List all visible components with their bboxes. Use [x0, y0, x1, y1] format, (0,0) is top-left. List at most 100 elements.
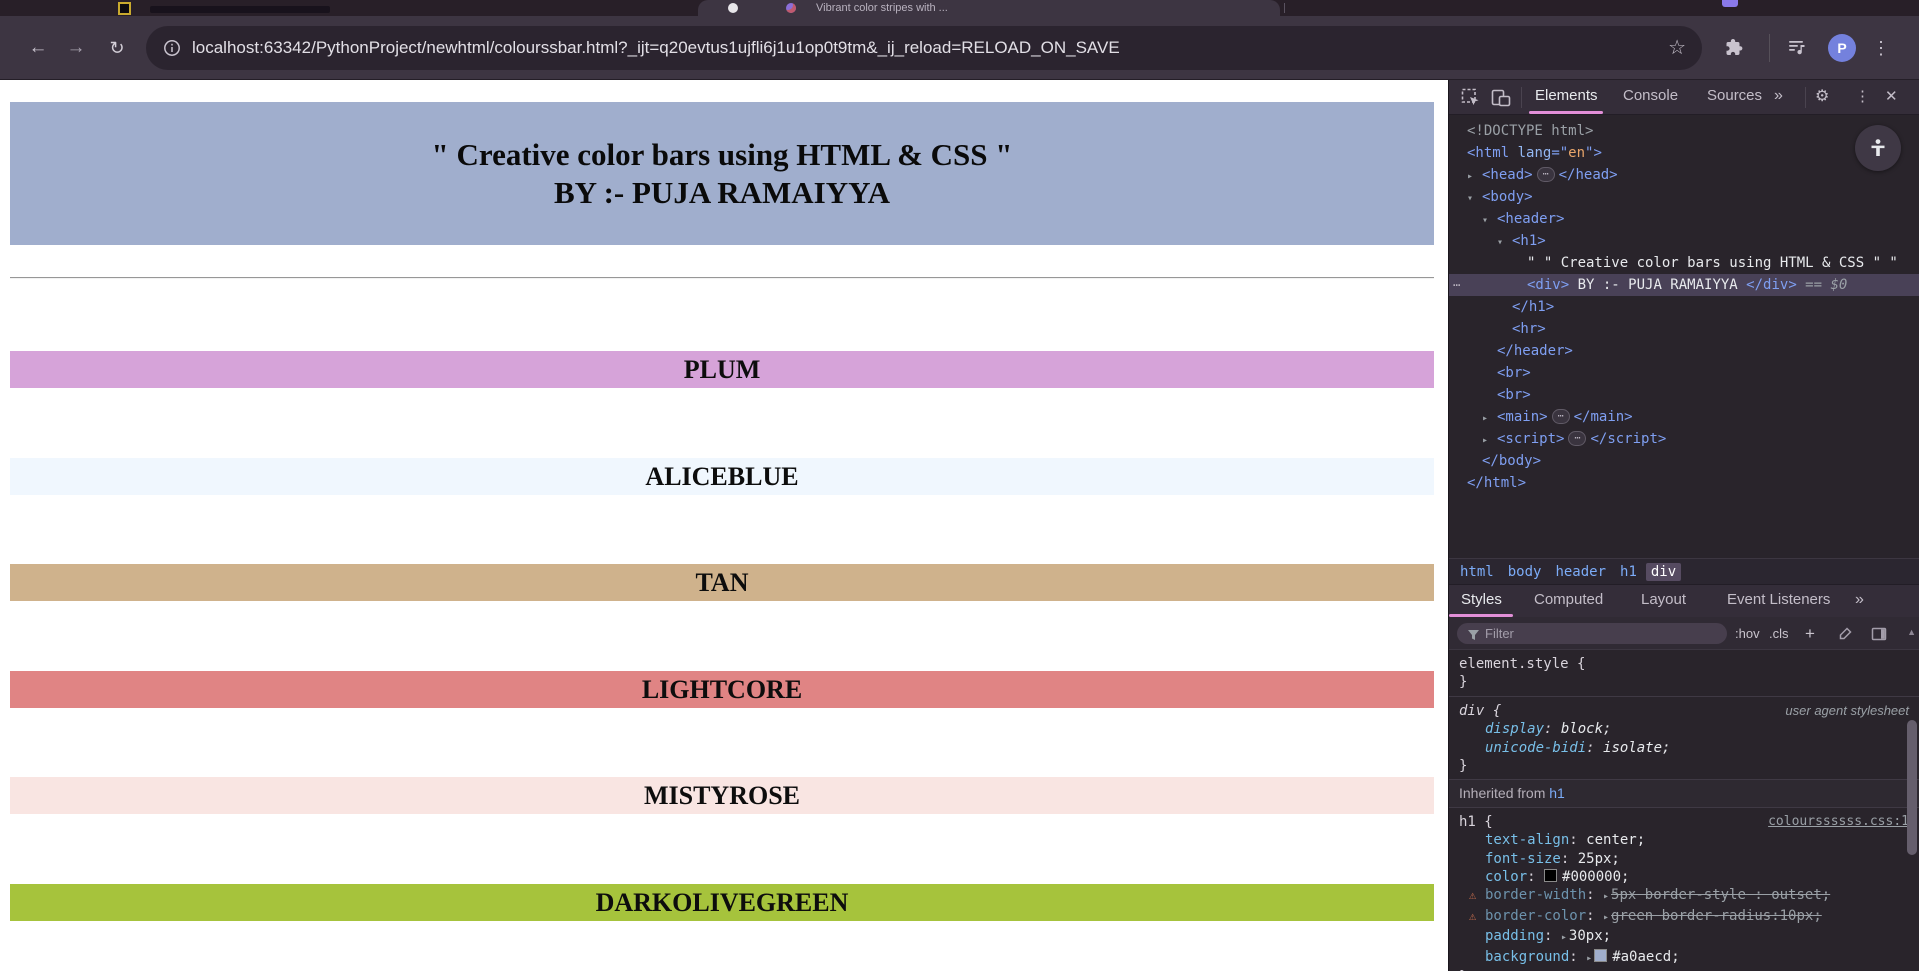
dom-tree-line[interactable]: </body> — [1449, 450, 1919, 472]
devtools-settings-icon[interactable]: ⚙ — [1815, 88, 1830, 105]
inspect-element-icon[interactable] — [1461, 88, 1481, 113]
dom-code-segment: == — [1796, 277, 1831, 293]
color-bar: LIGHTCORE — [10, 671, 1434, 708]
css-selector[interactable]: h1 { — [1459, 813, 1493, 830]
accessibility-overlay-button[interactable] — [1855, 125, 1901, 171]
expand-arrow-icon[interactable]: ▸ — [1603, 911, 1610, 923]
dom-tree-line[interactable]: ▾ <body> — [1449, 186, 1919, 208]
devtools-menu-icon[interactable]: ⋮ — [1855, 88, 1870, 105]
devtools-tab-sources[interactable]: Sources — [1707, 87, 1763, 104]
dom-tree-line[interactable]: ▸ <main> ⋯ </main> — [1449, 406, 1919, 428]
color-swatch[interactable] — [1594, 948, 1608, 962]
breadcrumb-item-html[interactable]: html — [1460, 563, 1494, 580]
dom-code-segment: ▸ — [1467, 171, 1474, 182]
scrollbar-thumb[interactable] — [1907, 720, 1917, 855]
dom-tree-line[interactable]: <!DOCTYPE html> — [1449, 120, 1919, 142]
toolbar-divider — [1769, 34, 1770, 62]
stylesheet-source-link[interactable]: colourssssss.css:1 — [1768, 813, 1909, 829]
styles-tab-layout[interactable]: Layout — [1641, 591, 1687, 608]
css-rule-header[interactable]: user agent stylesheet div { — [1459, 702, 1909, 720]
css-rule-header[interactable]: element.style { — [1459, 655, 1909, 673]
dom-tree-line[interactable]: <br> — [1449, 384, 1919, 406]
reload-button[interactable]: ↻ — [109, 38, 125, 58]
inherited-target-link[interactable]: h1 — [1549, 785, 1565, 802]
sidebar-toggle-icon[interactable] — [1871, 626, 1887, 647]
color-swatch[interactable] — [1544, 869, 1558, 883]
dom-tree-line[interactable]: </header> — [1449, 340, 1919, 362]
breadcrumb-item-h1[interactable]: h1 — [1620, 563, 1637, 580]
css-property-name: border-color — [1485, 907, 1587, 924]
extensions-icon[interactable] — [1722, 36, 1744, 63]
expand-inline-badge[interactable]: ⋯ — [1551, 409, 1570, 424]
breadcrumb-item-div[interactable]: div — [1645, 562, 1682, 581]
css-selector[interactable]: element.style { — [1459, 656, 1586, 672]
dom-tree-line[interactable]: <html lang="en"> — [1449, 142, 1919, 164]
styles-filter-input[interactable]: Filter — [1457, 623, 1727, 644]
browser-tab-active[interactable]: Vibrant color stripes with ... — [698, 0, 1280, 16]
dom-tree-line[interactable]: ▾ <header> — [1449, 208, 1919, 230]
expand-arrow-icon[interactable]: ▸ — [1603, 891, 1610, 903]
user-agent-label: user agent stylesheet — [1785, 702, 1909, 718]
dom-tree-line[interactable]: <hr> — [1449, 318, 1919, 340]
device-toolbar-icon[interactable] — [1491, 88, 1511, 113]
dom-tree-line[interactable]: </html> — [1449, 472, 1919, 494]
more-tabs-icon[interactable]: » — [1855, 591, 1864, 608]
css-declaration[interactable]: font-size: 25px; — [1485, 850, 1620, 867]
devtools-panel: Elements Console Sources » ⚙ ⋮ ✕ <!DOCTYPE… — [1448, 80, 1919, 971]
css-selector[interactable]: div { — [1459, 702, 1502, 719]
toggle-hover-state[interactable]: :hov — [1735, 626, 1760, 641]
css-rule-header[interactable]: colourssssss.css:1 h1 { — [1459, 813, 1909, 831]
url-text[interactable]: localhost:63342/PythonProject/newhtml/co… — [192, 38, 1120, 57]
scrollbar-up-arrow[interactable]: ▲ — [1907, 627, 1916, 637]
css-declaration[interactable]: padding: ▸ 30px; — [1485, 928, 1612, 945]
css-rule-close: } — [1459, 674, 1468, 691]
devtools-close-icon[interactable]: ✕ — [1885, 88, 1898, 105]
back-button[interactable]: ← — [28, 37, 48, 58]
dom-code-segment: </head> — [1558, 167, 1618, 183]
dom-code-segment: </h1> — [1512, 299, 1555, 315]
dom-tree-line[interactable]: </h1> — [1449, 296, 1919, 318]
css-declaration[interactable]: color: #000000; — [1485, 869, 1630, 886]
profile-avatar[interactable]: P — [1828, 34, 1856, 62]
devtools-tab-elements[interactable]: Elements — [1535, 87, 1598, 104]
dom-tree-line[interactable]: <br> — [1449, 362, 1919, 384]
browser-menu-icon[interactable]: ⋮ — [1872, 38, 1890, 58]
dom-tree-line[interactable]: ▸ <script> ⋯ </script> — [1449, 428, 1919, 450]
css-declaration[interactable]: unicode-bidi: isolate; — [1485, 739, 1671, 756]
bookmark-star-icon[interactable]: ☆ — [1668, 37, 1686, 59]
dom-code-segment: <div> — [1527, 277, 1570, 293]
expand-arrow-icon[interactable]: ▸ — [1586, 952, 1593, 964]
dom-tree-line[interactable]: ▾ <h1> — [1449, 230, 1919, 252]
styles-rules-list: element.style {} user agent stylesheet div… — [1449, 650, 1919, 971]
browser-tab-inactive[interactable] — [92, 0, 472, 16]
site-info-icon[interactable] — [163, 39, 181, 62]
expand-inline-badge[interactable]: ⋯ — [1536, 167, 1555, 182]
dom-tree-line[interactable]: ⋯ <div> BY :- PUJA RAMAIYYA </div> == $0 — [1449, 274, 1919, 296]
forward-button[interactable]: → — [66, 37, 86, 58]
css-declaration[interactable]: background: ▸ #a0aecd; — [1485, 948, 1680, 965]
css-property-value: #a0aecd; — [1612, 948, 1680, 965]
toggle-classes[interactable]: .cls — [1769, 626, 1789, 641]
expand-arrow-icon[interactable]: ▸ — [1560, 932, 1567, 944]
breadcrumb-item-body[interactable]: body — [1507, 563, 1542, 580]
css-declaration[interactable]: text-align: center; — [1485, 832, 1646, 849]
expand-inline-badge[interactable]: ⋯ — [1568, 431, 1587, 446]
devtools-tab-console[interactable]: Console — [1623, 87, 1679, 104]
styles-tab-styles[interactable]: Styles — [1461, 591, 1502, 608]
breadcrumb-item-header[interactable]: header — [1555, 563, 1607, 580]
css-property-value: green border-radius:10px; — [1611, 907, 1822, 924]
new-style-rule-button[interactable]: + — [1805, 624, 1815, 643]
styles-tab-computed[interactable]: Computed — [1534, 591, 1604, 608]
address-bar[interactable]: localhost:63342/PythonProject/newhtml/co… — [146, 26, 1702, 70]
row-actions-icon[interactable]: ⋯ — [1453, 278, 1461, 292]
css-declaration[interactable]: ⚠ border-color: ▸ green border-radius:10px… — [1469, 907, 1822, 924]
css-declaration[interactable]: display: block; — [1485, 721, 1612, 738]
rendering-brush-icon[interactable] — [1837, 626, 1853, 647]
color-bar-label: PLUM — [683, 355, 761, 384]
more-tabs-icon[interactable]: » — [1774, 87, 1783, 104]
styles-tab-event-listeners[interactable]: Event Listeners — [1727, 591, 1831, 608]
reading-list-icon[interactable] — [1786, 36, 1808, 63]
css-declaration[interactable]: ⚠ border-width: ▸ 5px border-style : outse… — [1469, 887, 1831, 904]
dom-tree-line[interactable]: " " Creative color bars using HTML & CSS… — [1449, 252, 1919, 274]
dom-tree-line[interactable]: ▸ <head> ⋯ </head> — [1449, 164, 1919, 186]
